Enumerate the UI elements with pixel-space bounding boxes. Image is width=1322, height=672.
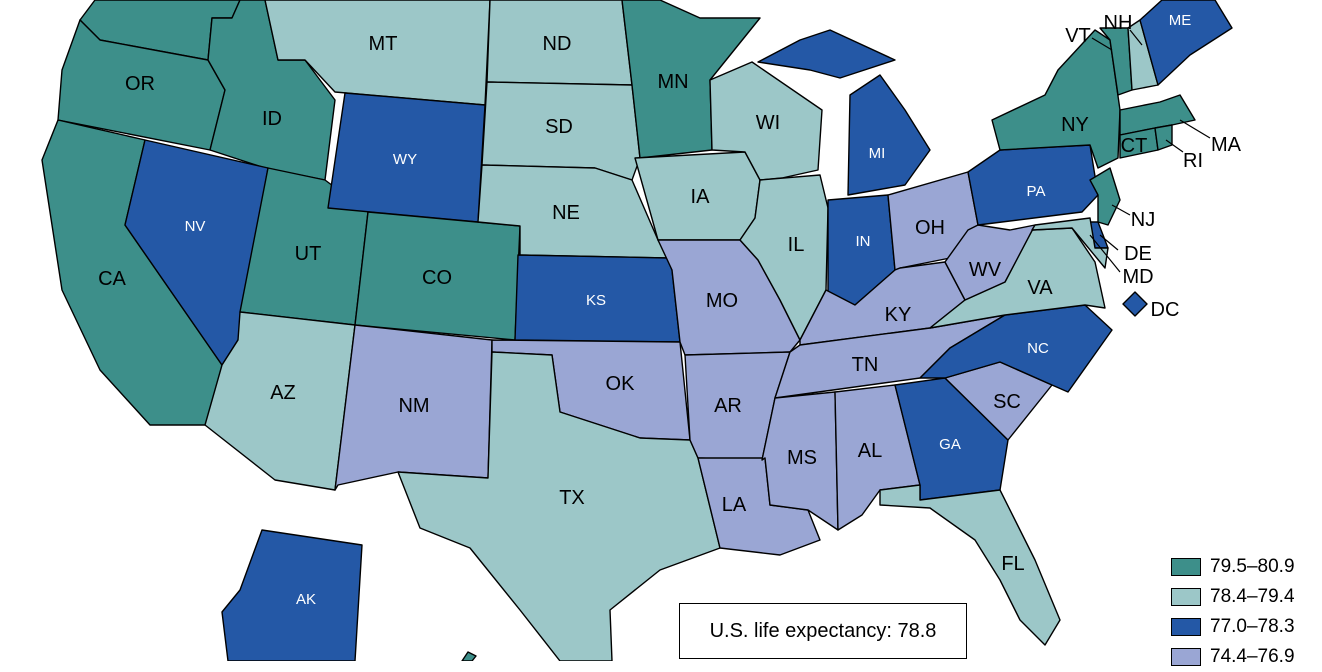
state-ak[interactable] <box>221 529 363 661</box>
state-label-dc: DC <box>1151 299 1180 321</box>
state-label-id: ID <box>262 108 282 130</box>
state-label-ca: CA <box>98 268 126 290</box>
state-label-al: AL <box>858 440 882 462</box>
state-label-nj: NJ <box>1131 209 1155 231</box>
state-wv[interactable] <box>944 224 1036 301</box>
state-label-ut: UT <box>295 243 322 265</box>
us-life-expectancy-note: U.S. life expectancy: 78.8 <box>679 603 967 659</box>
legend-item: 78.4–79.4 <box>1171 582 1322 612</box>
state-label-tx: TX <box>559 487 585 509</box>
leader-nj <box>1111 204 1131 216</box>
state-label-wi: WI <box>756 112 780 134</box>
state-label-vt: VT <box>1065 25 1091 47</box>
legend-label: 79.5–80.9 <box>1210 556 1295 577</box>
state-me[interactable] <box>1139 0 1233 86</box>
state-label-mt: MT <box>369 33 398 55</box>
state-nc[interactable] <box>919 304 1113 393</box>
state-label-de: DE <box>1124 243 1152 265</box>
state-hi[interactable] <box>461 651 477 661</box>
leader-ma <box>1179 119 1211 139</box>
state-label-ri: RI <box>1183 150 1203 172</box>
state-label-ks: KS <box>586 292 606 309</box>
state-mi[interactable] <box>757 29 931 196</box>
state-label-or: OR <box>125 73 155 95</box>
legend-item: 77.0–78.3 <box>1171 612 1322 642</box>
leader-md <box>1089 234 1121 273</box>
state-label-ga: GA <box>939 436 961 453</box>
state-label-ar: AR <box>714 395 742 417</box>
state-label-nd: ND <box>543 33 572 55</box>
legend-swatch <box>1171 648 1201 666</box>
state-label-ny: NY <box>1061 114 1089 136</box>
state-label-oh: OH <box>915 217 945 239</box>
state-nj[interactable] <box>1089 167 1121 226</box>
state-label-sd: SD <box>545 116 573 138</box>
state-label-wv: WV <box>969 259 1002 281</box>
state-label-sc: SC <box>993 391 1021 413</box>
legend-swatch <box>1171 558 1201 576</box>
state-mt[interactable] <box>264 0 491 106</box>
state-label-mn: MN <box>657 71 688 93</box>
legend-label: 74.4–76.9 <box>1210 646 1295 667</box>
state-label-pa: PA <box>1027 183 1046 200</box>
legend-item: 74.4–76.9 <box>1171 642 1322 672</box>
state-label-ms: MS <box>787 447 817 469</box>
state-label-fl: FL <box>1001 553 1024 575</box>
state-label-ma: MA <box>1211 134 1242 156</box>
state-label-nm: NM <box>398 395 429 417</box>
leader-de <box>1099 234 1119 251</box>
state-label-nc: NC <box>1027 340 1049 357</box>
legend-item: 79.5–80.9 <box>1171 552 1322 582</box>
state-label-ky: KY <box>885 304 912 326</box>
state-label-mi: MI <box>869 145 886 162</box>
state-label-va: VA <box>1027 277 1053 299</box>
state-md[interactable] <box>1031 217 1109 269</box>
state-tx[interactable] <box>397 351 721 661</box>
state-label-ak: AK <box>296 591 316 608</box>
state-label-tn: TN <box>852 354 879 376</box>
state-label-me: ME <box>1169 12 1192 29</box>
legend: 79.5–80.9 78.4–79.4 77.0–78.3 74.4–76.9 <box>1171 552 1322 672</box>
legend-swatch <box>1171 618 1201 636</box>
leader-nh <box>1129 29 1143 46</box>
state-label-mo: MO <box>706 290 738 312</box>
state-label-ct: CT <box>1121 135 1148 157</box>
state-fl[interactable] <box>879 484 1061 646</box>
state-label-co: CO <box>422 267 452 289</box>
state-dc[interactable] <box>1122 291 1148 317</box>
legend-label: 78.4–79.4 <box>1210 586 1295 607</box>
legend-label: 77.0–78.3 <box>1210 616 1295 637</box>
leader-vt <box>1091 37 1113 51</box>
state-vt[interactable] <box>1099 27 1133 96</box>
state-label-ne: NE <box>552 202 580 224</box>
state-il[interactable] <box>739 174 829 341</box>
state-label-ok: OK <box>606 373 636 395</box>
state-label-md: MD <box>1122 266 1153 288</box>
state-label-il: IL <box>788 234 805 256</box>
leader-ri <box>1165 139 1184 153</box>
state-label-nh: NH <box>1104 12 1133 34</box>
state-label-la: LA <box>722 494 747 516</box>
state-ny[interactable] <box>991 29 1121 169</box>
state-label-nv: NV <box>185 218 206 235</box>
state-label-wy: WY <box>393 151 417 168</box>
state-label-in: IN <box>856 233 871 250</box>
state-label-az: AZ <box>270 382 296 404</box>
legend-swatch <box>1171 588 1201 606</box>
state-label-ia: IA <box>691 186 711 208</box>
state-ri[interactable] <box>1154 124 1173 151</box>
